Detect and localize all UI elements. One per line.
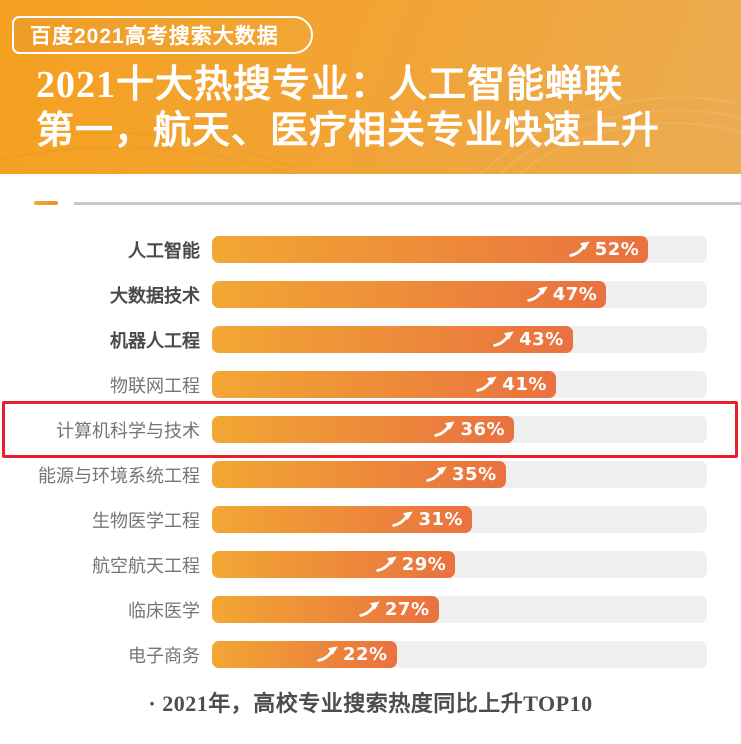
- value-label: 35%: [452, 464, 497, 485]
- bar: 29%: [212, 551, 456, 578]
- chart-row: 临床医学 27%: [0, 587, 707, 632]
- chart-row: 人工智能 52%: [0, 227, 707, 272]
- category-label: 物联网工程: [110, 375, 200, 396]
- badge-label: 百度2021高考搜索大数据: [30, 25, 279, 48]
- chart-row: 电子商务 22%: [0, 632, 707, 677]
- bar: 52%: [212, 236, 649, 263]
- bar-track: 35%: [212, 461, 707, 488]
- title-line-1: 2021十大热搜专业：人工智能蝉联: [36, 64, 624, 106]
- category-label: 机器人工程: [110, 330, 200, 351]
- trend-up-arrow-icon: [359, 601, 380, 617]
- bar-track: 52%: [212, 236, 707, 263]
- value-label: 27%: [384, 599, 430, 620]
- chart-row: 航空航天工程 29%: [0, 542, 707, 587]
- bar-track: 22%: [212, 641, 707, 668]
- category-label: 临床医学: [128, 600, 200, 621]
- trend-up-arrow-icon: [426, 466, 447, 482]
- category-label: 大数据技术: [110, 285, 200, 306]
- bar: 35%: [212, 461, 506, 488]
- value-label: 29%: [401, 554, 447, 575]
- value-label: 41%: [502, 374, 547, 395]
- bar-chart: 人工智能 52% 大数据技术 47%: [0, 227, 707, 677]
- value-label: 47%: [552, 284, 598, 305]
- category-label: 生物医学工程: [92, 510, 200, 531]
- chart-row: 计算机科学与技术 36%: [0, 407, 707, 452]
- bar-track: 27%: [212, 596, 707, 623]
- chart-row: 生物医学工程 31%: [0, 497, 707, 542]
- value-label: 52%: [594, 239, 640, 260]
- bar-track: 41%: [212, 371, 707, 398]
- bar-track: 29%: [212, 551, 707, 578]
- trend-up-arrow-icon: [434, 421, 456, 437]
- value-label: 31%: [418, 509, 464, 530]
- bar-track: 47%: [212, 281, 707, 308]
- chart-row: 物联网工程 41%: [0, 362, 707, 407]
- separator-accent-dash: [34, 201, 58, 205]
- separator-rule: [74, 202, 741, 205]
- bar-track: 31%: [212, 506, 707, 533]
- bar: 27%: [212, 596, 439, 623]
- section-separator: [34, 201, 741, 205]
- bar: 22%: [212, 641, 397, 668]
- trend-up-arrow-icon: [375, 556, 397, 572]
- bar-track: 36%: [212, 416, 707, 443]
- trend-up-arrow-icon: [317, 646, 338, 662]
- footnote: · 2021年，高校专业搜索热度同比上升TOP10: [148, 691, 593, 716]
- page-title: 2021十大热搜专业：人工智能蝉联 第一，航天、医疗相关专业快速上升: [36, 62, 660, 154]
- trend-up-arrow-icon: [568, 241, 590, 257]
- value-label: 22%: [342, 644, 388, 665]
- category-label: 人工智能: [128, 240, 200, 261]
- value-label: 43%: [519, 329, 564, 350]
- bar: 31%: [212, 506, 473, 533]
- category-label: 航空航天工程: [92, 555, 200, 576]
- trend-up-arrow-icon: [493, 331, 514, 347]
- badge: 百度2021高考搜索大数据: [12, 16, 313, 54]
- trend-up-arrow-icon: [526, 286, 548, 302]
- bar: 41%: [212, 371, 556, 398]
- title-line-2: 第一，航天、医疗相关专业快速上升: [36, 110, 661, 152]
- trend-up-arrow-icon: [392, 511, 414, 527]
- header-banner: 百度2021高考搜索大数据 2021十大热搜专业：人工智能蝉联 第一，航天、医疗…: [0, 0, 741, 174]
- category-label: 电子商务: [128, 645, 200, 666]
- contour-waves-decoration: [0, 96, 741, 174]
- category-label: 能源与环境系统工程: [38, 465, 200, 486]
- bar: 43%: [212, 326, 573, 353]
- trend-up-arrow-icon: [476, 376, 498, 392]
- value-label: 36%: [460, 419, 506, 440]
- chart-row: 大数据技术 47%: [0, 272, 707, 317]
- chart-row: 机器人工程 43%: [0, 317, 707, 362]
- bar: 36%: [212, 416, 515, 443]
- bar: 47%: [212, 281, 607, 308]
- chart-row: 能源与环境系统工程 35%: [0, 452, 707, 497]
- bar-track: 43%: [212, 326, 707, 353]
- category-label: 计算机科学与技术: [56, 420, 200, 441]
